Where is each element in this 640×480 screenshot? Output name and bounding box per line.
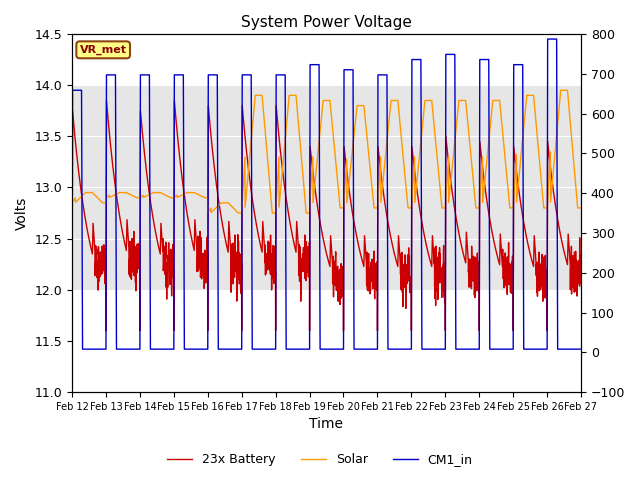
CM1_in <box>512 62 520 68</box>
Solar <box>204 210 212 216</box>
Solar <box>557 87 564 93</box>
CM1_in <box>285 346 293 352</box>
23x Battery <box>577 271 585 277</box>
23x Battery <box>285 216 293 222</box>
23x Battery <box>157 243 164 249</box>
Solar <box>156 190 164 195</box>
Solar <box>68 200 76 205</box>
CM1_in <box>263 346 271 352</box>
Solar <box>568 131 575 136</box>
23x Battery <box>264 256 271 262</box>
Solar <box>126 192 134 197</box>
23x Battery <box>68 328 76 334</box>
CM1_in <box>544 36 552 42</box>
CM1_in <box>68 346 76 352</box>
Solar <box>577 205 585 211</box>
Text: VR_met: VR_met <box>79 45 127 55</box>
CM1_in <box>577 346 585 352</box>
Solar <box>264 153 271 159</box>
CM1_in <box>156 346 164 352</box>
23x Battery <box>102 97 110 103</box>
Solar <box>285 93 293 98</box>
Title: System Power Voltage: System Power Voltage <box>241 15 412 30</box>
X-axis label: Time: Time <box>310 418 344 432</box>
Line: Solar: Solar <box>72 90 581 213</box>
CM1_in <box>126 346 134 352</box>
23x Battery <box>567 265 575 271</box>
23x Battery <box>126 250 134 256</box>
Bar <box>72 85 581 290</box>
Line: CM1_in: CM1_in <box>72 39 581 349</box>
23x Battery <box>513 167 520 173</box>
Y-axis label: Volts: Volts <box>15 196 29 230</box>
Solar <box>513 155 520 160</box>
Line: 23x Battery: 23x Battery <box>72 100 581 331</box>
Legend: 23x Battery, Solar, CM1_in: 23x Battery, Solar, CM1_in <box>163 448 477 471</box>
CM1_in <box>567 346 575 352</box>
